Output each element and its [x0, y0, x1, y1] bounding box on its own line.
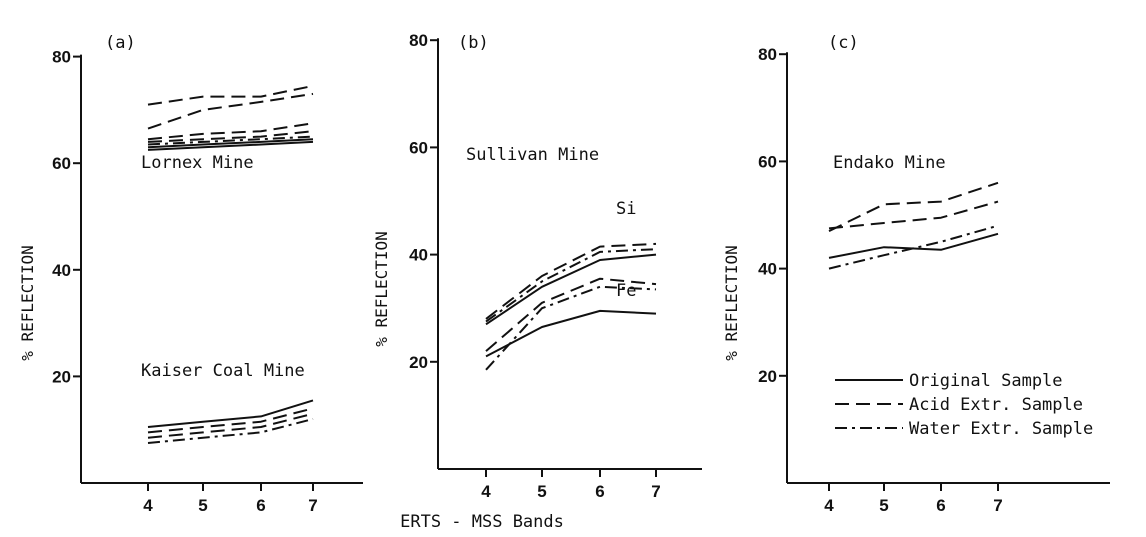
series-line-dashed: [485, 277, 657, 352]
series-line-dashed: [147, 122, 314, 141]
panel-label: (b): [458, 33, 489, 53]
annotation-label: Lornex Mine: [141, 153, 254, 173]
y-tick-label: 80: [52, 48, 71, 67]
series-line-solid: [828, 232, 999, 259]
annotation-label: Sullivan Mine: [466, 145, 599, 165]
x-tick-label: 5: [879, 496, 888, 515]
x-tick-label: 6: [595, 482, 604, 501]
series-line-dashed: [147, 130, 314, 143]
legend: Original Sample Acid Extr. Sample Water Ex…: [835, 371, 1093, 439]
y-tick-label: 20: [409, 353, 428, 372]
panel-c: 20 40 60 80 4 5 6 7 % REFLECTION (c) Endako Mine: [722, 33, 1110, 515]
annotation-label: Endako Mine: [833, 153, 946, 173]
y-tick-label: 60: [758, 152, 777, 171]
series-line-solid: [147, 399, 314, 428]
series-line-dashed: [147, 412, 314, 439]
series-line-dashed: [147, 407, 314, 434]
series-line-solid: [485, 253, 657, 326]
panel-label: (c): [828, 33, 859, 53]
x-tick-label: 4: [143, 496, 153, 515]
panel-b: 20 40 60 80 4 5 6 7 % REFLECTION (b) Sullivan Mine…: [372, 31, 702, 501]
y-tick-label: 80: [409, 31, 428, 50]
y-tick-label: 40: [758, 260, 777, 279]
y-axis-label: % REFLECTION: [18, 245, 37, 361]
y-axis-label: % REFLECTION: [722, 245, 741, 361]
series-line-dashed: [828, 181, 999, 232]
y-tick-label: 60: [52, 154, 71, 173]
y-tick-label: 20: [758, 367, 777, 386]
legend-label: Original Sample: [909, 371, 1063, 391]
x-tick-label: 6: [256, 496, 265, 515]
y-tick-label: 20: [52, 367, 71, 386]
panels: 20 40 60 80 4 5 6 7 % REFLECTION (a) Lornex Mine Ka…: [18, 31, 1110, 515]
y-axis-label: % REFLECTION: [372, 231, 391, 347]
series-line-solid: [147, 140, 314, 151]
series-line-dashed: [147, 84, 314, 106]
series-line-dashdot: [147, 135, 314, 146]
y-tick-label: 80: [758, 45, 777, 64]
annotation-label: Si: [616, 199, 636, 219]
series-line-dashed: [828, 200, 999, 230]
x-tick-label: 7: [651, 482, 660, 501]
x-tick-label: 5: [198, 496, 207, 515]
series-line-solid: [147, 138, 314, 149]
series-line-dashdot: [147, 418, 314, 444]
x-tick-label: 4: [824, 496, 834, 515]
x-tick-label: 7: [993, 496, 1002, 515]
x-tick-label: 7: [308, 496, 317, 515]
series-line-solid: [485, 309, 657, 358]
panel-a: 20 40 60 80 4 5 6 7 % REFLECTION (a) Lornex Mine Ka…: [18, 33, 363, 515]
annotation-label: Kaiser Coal Mine: [141, 361, 305, 381]
series-line-dashdot: [828, 224, 999, 270]
series-line-dashed: [147, 92, 314, 130]
x-tick-label: 5: [537, 482, 546, 501]
y-tick-label: 40: [52, 261, 71, 280]
y-tick-label: 40: [409, 246, 428, 265]
legend-label: Acid Extr. Sample: [909, 395, 1083, 415]
y-tick-label: 60: [409, 138, 428, 157]
panel-label: (a): [105, 33, 136, 53]
x-tick-label: 6: [936, 496, 945, 515]
legend-label: Water Extr. Sample: [909, 419, 1093, 439]
x-axis-label: ERTS - MSS Bands: [400, 512, 564, 532]
x-tick-label: 4: [481, 482, 491, 501]
series-line-dashdot: [485, 248, 657, 323]
annotation-label: Fe: [616, 281, 636, 301]
